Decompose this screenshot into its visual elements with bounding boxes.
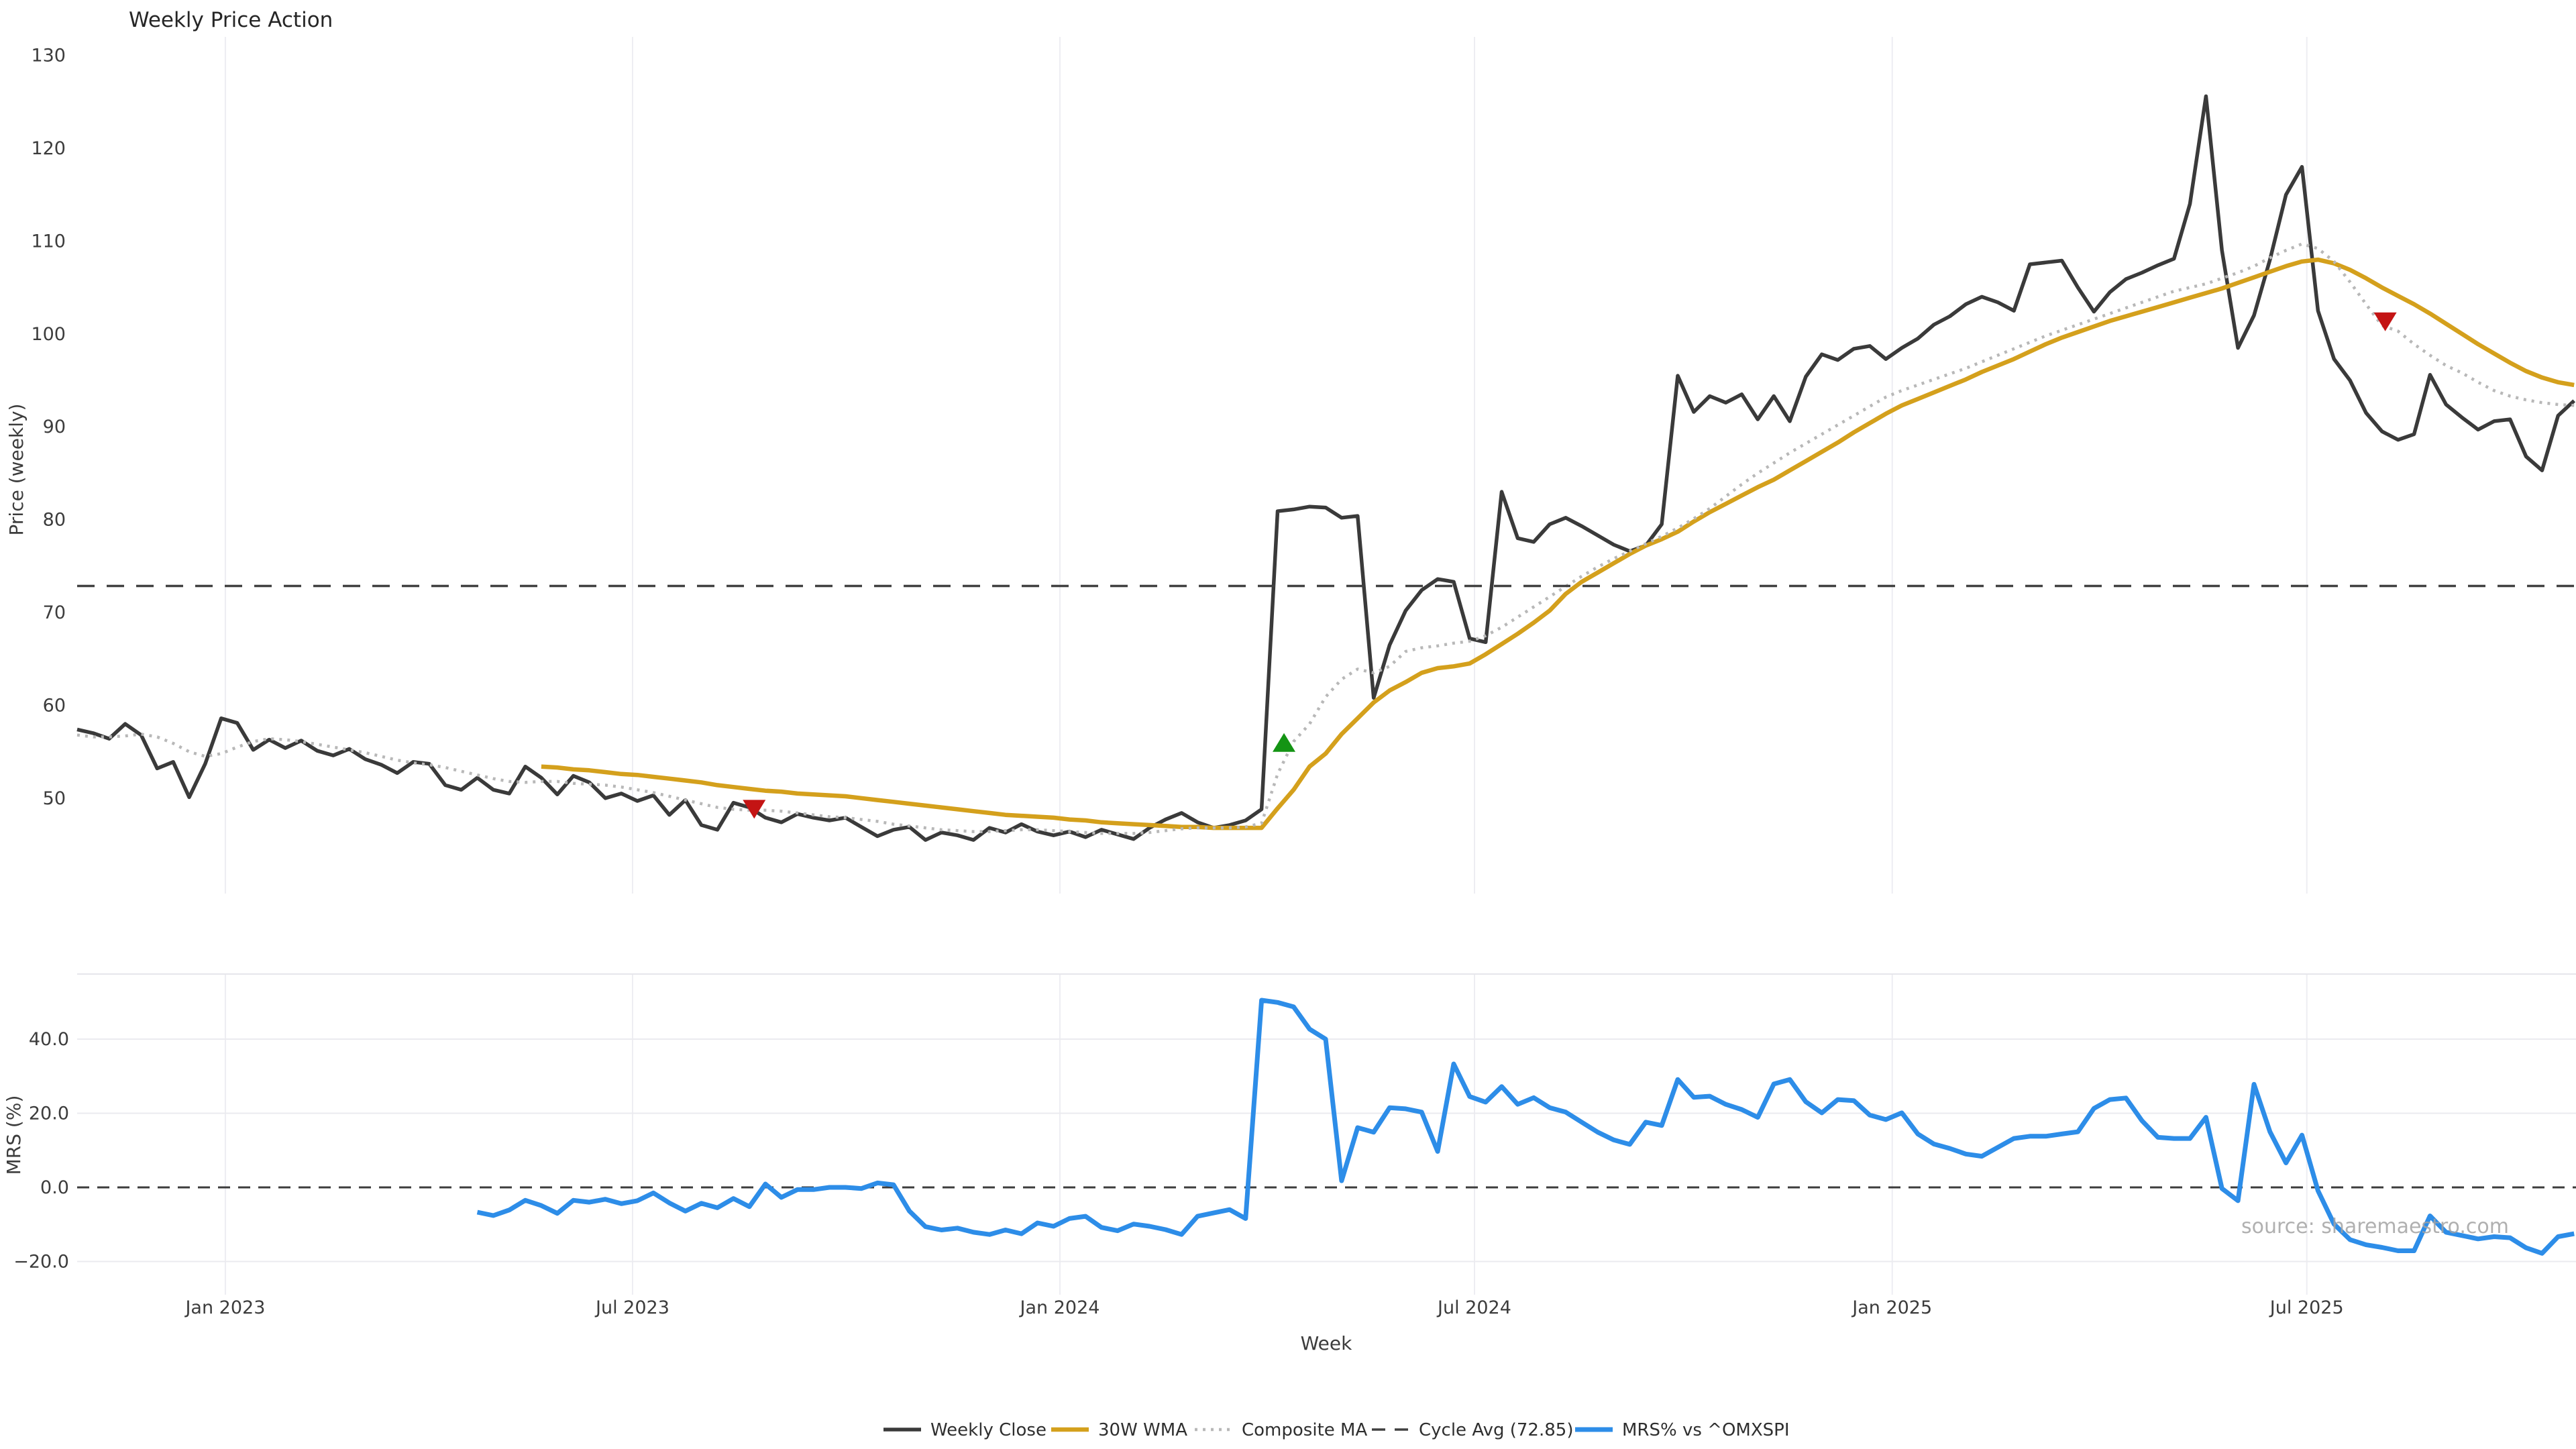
price-tick-label: 110	[31, 231, 66, 252]
x-tick-label: Jan 2023	[184, 1297, 265, 1318]
axis-layer: Jan 2023 Jul 2023 Jan 2024 Jul 2024 Jan 2025…	[13, 46, 2343, 1318]
legend-label: Cycle Avg (72.85)	[1419, 1420, 1573, 1440]
sell-marker-icon	[743, 800, 766, 819]
mrs-axis-label: MRS (%)	[3, 1095, 25, 1175]
price-panel	[76, 94, 2576, 842]
price-tick-label: 120	[31, 138, 66, 159]
price-tick-label: 60	[43, 695, 66, 716]
legend-label: Composite MA	[1242, 1420, 1367, 1440]
trade-markers-layer	[743, 312, 2397, 819]
mrs-tick-label: 20.0	[29, 1104, 69, 1124]
mrs-tick-label: 0.0	[40, 1177, 69, 1198]
legend-item: Cycle Avg (72.85)	[1372, 1420, 1573, 1440]
x-tick-label: Jul 2025	[2269, 1297, 2344, 1318]
price-axis-label: Price (weekly)	[5, 404, 28, 536]
price-tick-label: 50	[43, 788, 66, 809]
price-tick-label: 130	[31, 46, 66, 66]
sell-marker-icon	[2373, 312, 2397, 331]
x-tick-label: Jul 2023	[594, 1297, 669, 1318]
mrs-tick-label: 40.0	[29, 1029, 69, 1050]
mrs-panel	[77, 998, 2576, 1256]
series-composite-ma	[76, 242, 2575, 835]
page-title: Weekly Price Action	[129, 8, 333, 32]
gridlines-layer	[77, 37, 2576, 1295]
price-tick-label: 80	[43, 510, 66, 531]
mrs-tick-label: −20.0	[13, 1252, 69, 1273]
legend-label: MRS% vs ^OMXSPI	[1622, 1420, 1790, 1440]
x-tick-label: Jan 2024	[1019, 1297, 1100, 1318]
price-tick-label: 70	[43, 602, 66, 623]
legend-item: Weekly Close	[883, 1420, 1046, 1440]
legend-item: Composite MA	[1195, 1420, 1367, 1440]
x-axis-label: Week	[1301, 1332, 1352, 1354]
buy-marker-icon	[1273, 733, 1296, 752]
source-watermark: source: sharemaestro.com	[2241, 1215, 2509, 1238]
x-tick-label: Jul 2024	[1436, 1297, 1511, 1318]
legend-label: Weekly Close	[930, 1420, 1046, 1440]
price-tick-label: 90	[43, 417, 66, 437]
legend-item: 30W WMA	[1051, 1420, 1187, 1440]
series-weekly-close	[76, 94, 2576, 842]
x-tick-label: Jan 2025	[1851, 1297, 1932, 1318]
series-mrs-vs-omxspi	[476, 998, 2575, 1256]
series-30w-wma	[541, 257, 2575, 830]
legend: Weekly Close 30W WMA Composite MA Cycle Avg…	[883, 1420, 1790, 1440]
price-tick-label: 100	[31, 324, 66, 345]
legend-label: 30W WMA	[1098, 1420, 1187, 1440]
legend-item: MRS% vs ^OMXSPI	[1575, 1420, 1790, 1440]
